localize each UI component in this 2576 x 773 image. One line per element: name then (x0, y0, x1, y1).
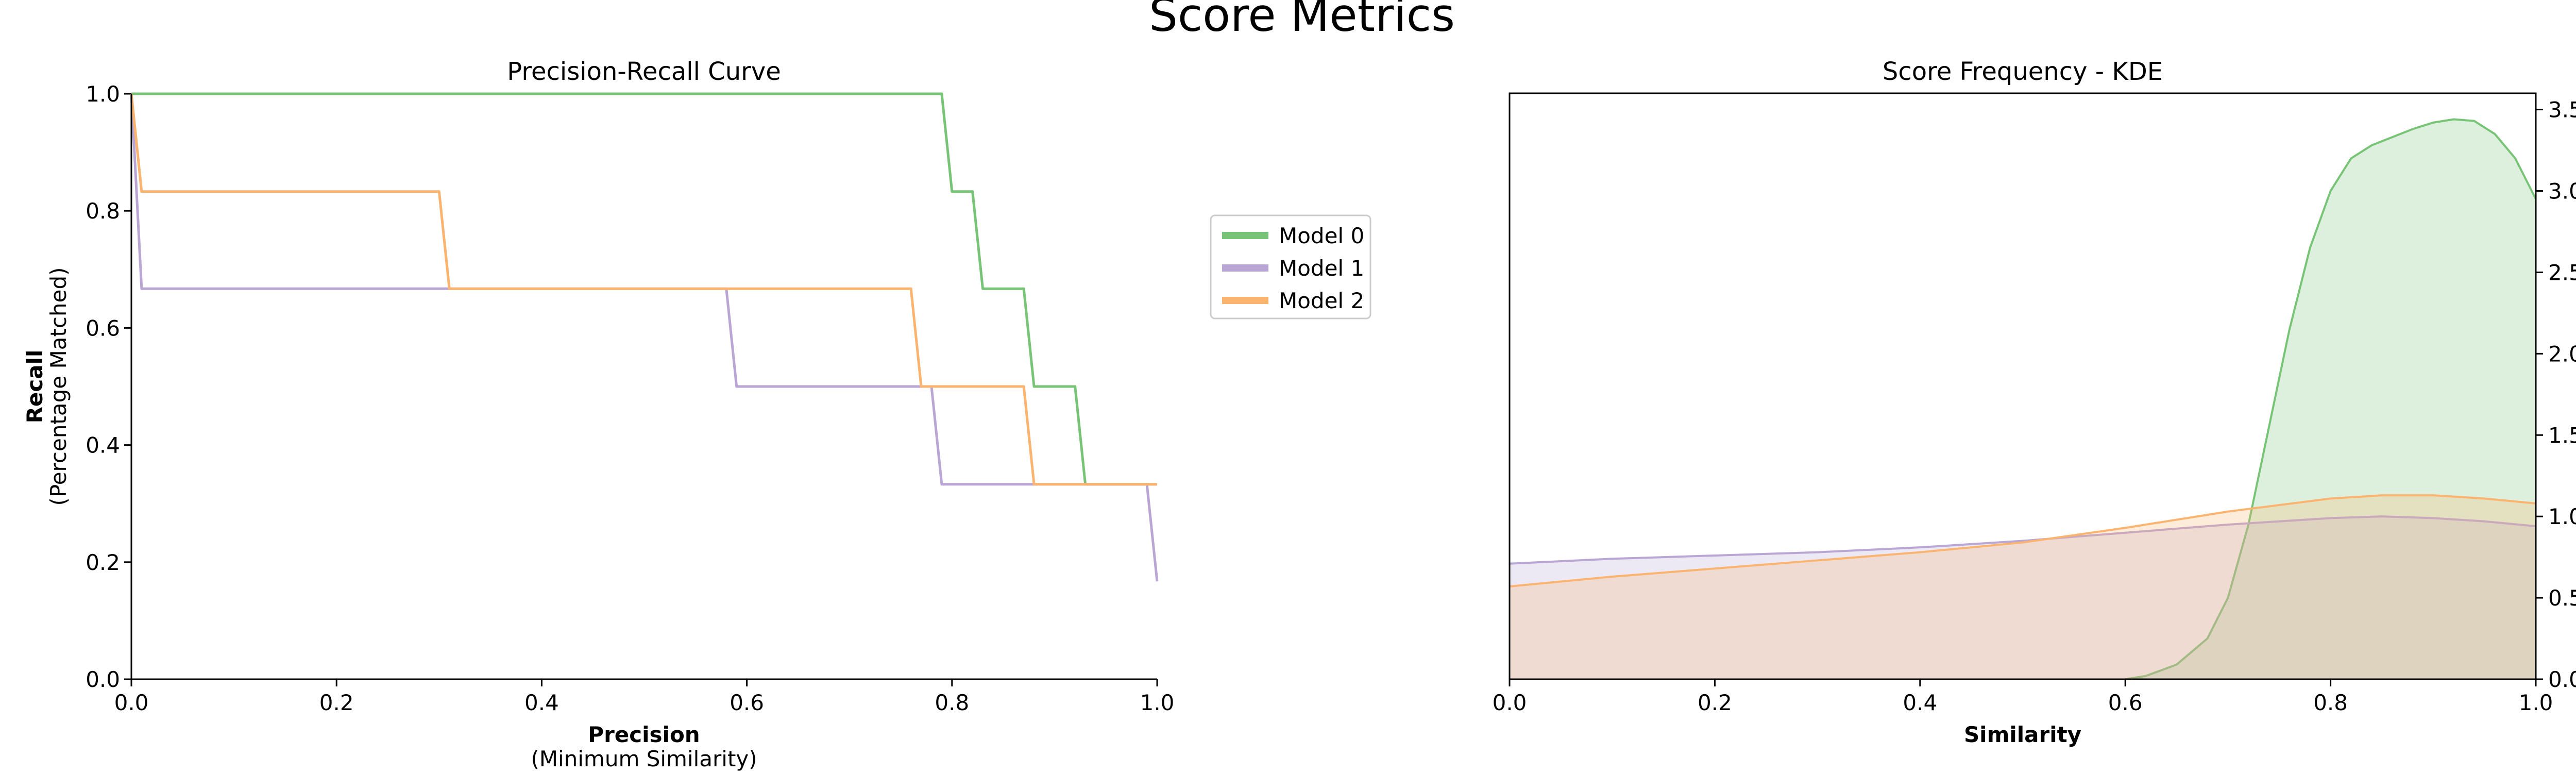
pr-xtick-label: 0.8 (935, 690, 969, 715)
kde-line-model-1 (1509, 515, 2536, 565)
kde-ytick-label: 1.0 (2548, 504, 2576, 529)
pr-xlabel: Precision (588, 722, 700, 747)
kde-ytick-label: 1.5 (2548, 423, 2576, 448)
pr-title: Precision-Recall Curve (507, 57, 781, 86)
kde-ytick-label: 2.0 (2548, 341, 2576, 366)
legend: Model 0 Model 1 Model 2 (1210, 214, 1371, 320)
kde-ytick-label: 0.5 (2548, 585, 2576, 611)
kde-ytick-label: 2.5 (2548, 260, 2576, 285)
pr-xtick-label: 0.4 (524, 690, 559, 715)
kde-xtick-label: 0.4 (1903, 690, 1937, 715)
pr-ytick-label: 1.0 (86, 81, 120, 107)
kde-ytick-label: 0.0 (2548, 667, 2576, 692)
figure-title: Score Metrics (1149, 0, 1455, 42)
precision-recall-panel: Precision-Recall Curve 0.0 0.2 0.4 0.6 0.8 1.… (22, 57, 1174, 771)
kde-line-model-2 (1509, 494, 2536, 587)
pr-ytick-label: 0.0 (86, 667, 120, 692)
pr-xlabel-sub: (Minimum Similarity) (531, 746, 757, 771)
kde-ticks: 0.0 0.2 0.4 0.6 0.8 1.00.00.51.01.52.02.53.03… (1493, 97, 2576, 715)
kde-title: Score Frequency - KDE (1883, 57, 2163, 86)
legend-label-model-0: Model 0 (1279, 223, 1364, 248)
pr-ylabel: Recall (22, 350, 47, 424)
pr-ytick-label: 0.8 (86, 198, 120, 224)
kde-xtick-label: 0.0 (1493, 690, 1527, 715)
legend-label-model-2: Model 2 (1279, 288, 1364, 313)
pr-line-model-2 (130, 93, 1157, 486)
kde-fill-model-1 (1510, 516, 2536, 679)
kde-xtick-label: 0.2 (1698, 690, 1732, 715)
pr-xtick-label: 0.6 (730, 690, 764, 715)
kde-fill-model-2 (1510, 495, 2536, 679)
kde-areas (1509, 118, 2537, 680)
pr-xtick-label: 0.2 (319, 690, 354, 715)
pr-ticks: 0.0 0.2 0.4 0.6 0.8 1.0 0.0 0.2 0.4 0.6 0.8 1.0 (86, 81, 1174, 715)
kde-xtick-label: 0.6 (2108, 690, 2143, 715)
pr-ytick-label: 0.2 (86, 550, 120, 575)
kde-line-model-0 (2125, 118, 2537, 680)
kde-fill-model-0 (2125, 119, 2536, 680)
pr-xtick-label: 0.0 (114, 690, 149, 715)
kde-ytick-label: 3.0 (2548, 179, 2576, 204)
pr-xtick-label: 1.0 (1140, 690, 1175, 715)
kde-panel: Score Frequency - KDE 0.0 0.2 0.4 0.6 0.8 1.0… (1493, 57, 2576, 747)
pr-ytick-label: 0.6 (86, 315, 120, 341)
kde-frame (1509, 92, 2537, 680)
pr-ytick-label: 0.4 (86, 433, 120, 458)
kde-ytick-label: 3.5 (2548, 97, 2576, 123)
legend-label-model-1: Model 1 (1279, 256, 1364, 281)
kde-xlabel: Similarity (1964, 722, 2081, 747)
pr-lines (130, 92, 1159, 582)
legend-box (1210, 214, 1371, 320)
pr-ylabel-sub: (Percentage Matched) (46, 267, 71, 506)
pr-line-model-0 (131, 92, 1157, 486)
kde-xtick-label: 1.0 (2519, 690, 2553, 715)
kde-xtick-label: 0.8 (2313, 690, 2348, 715)
pr-line-model-1 (130, 93, 1159, 582)
